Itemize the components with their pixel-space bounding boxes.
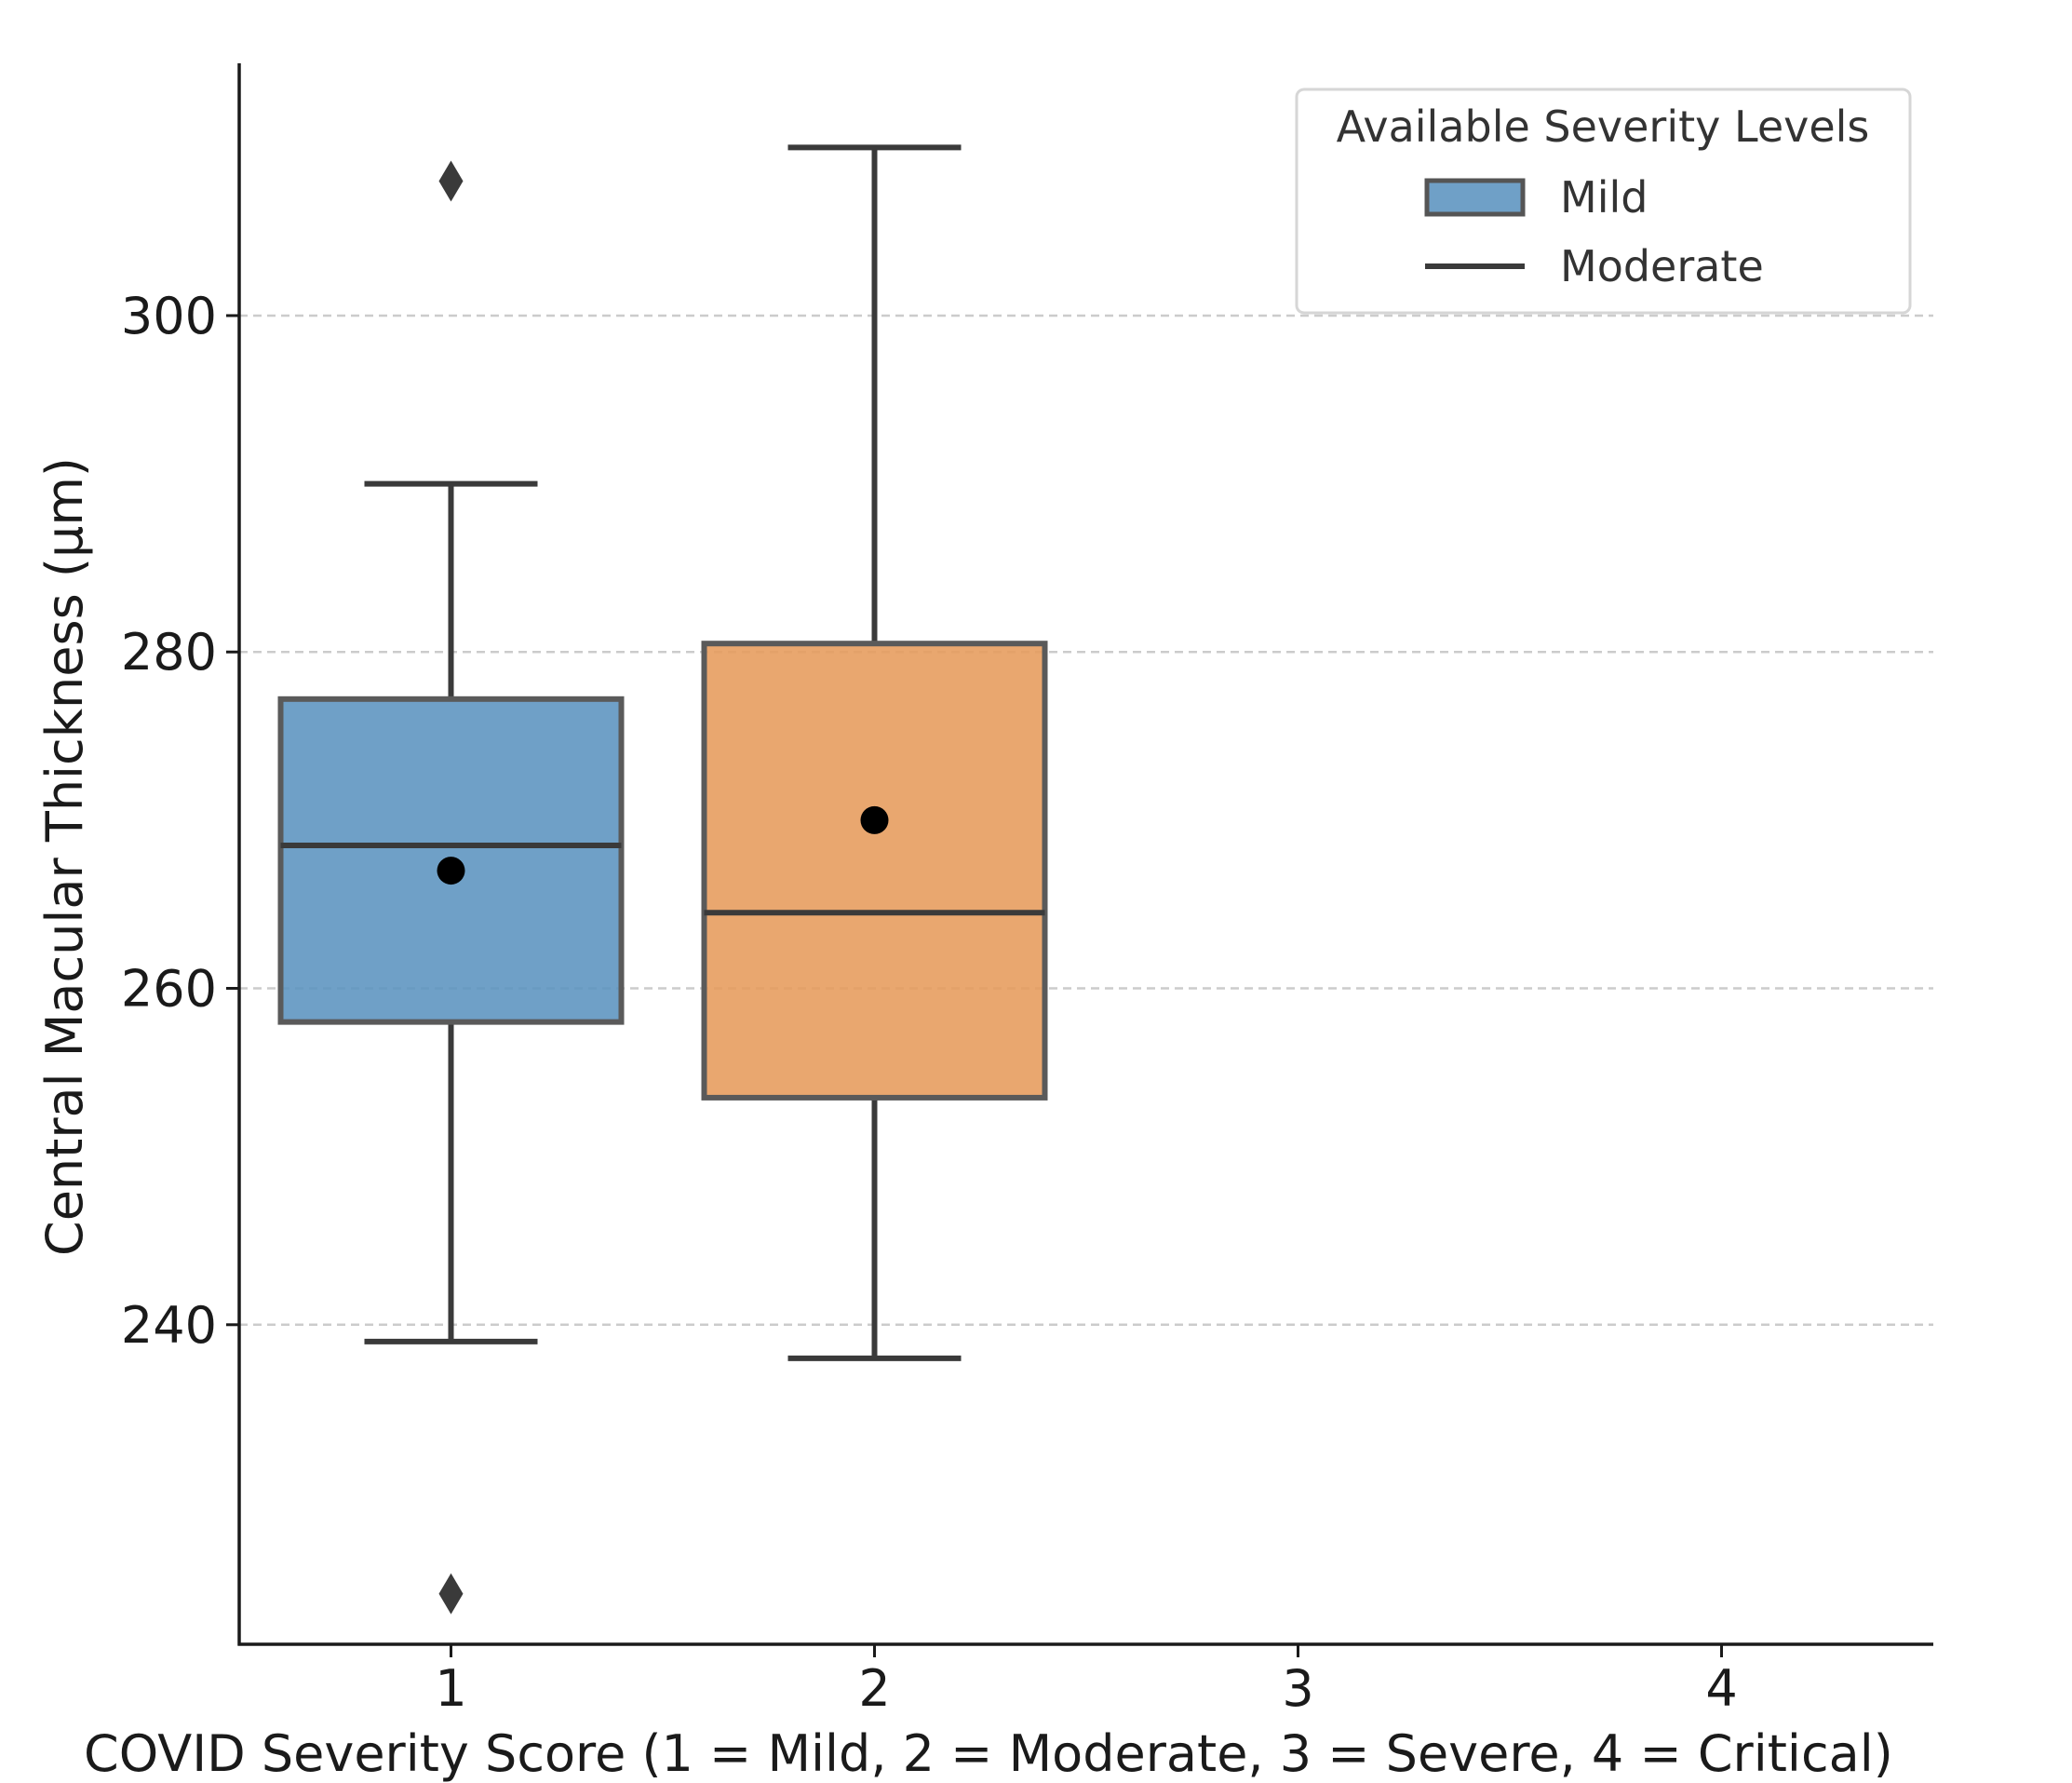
y-tick-label-260: 260 [121,960,217,1019]
axes: 240 260 280 300 1 2 3 4 [121,63,1933,1718]
x-axis-title: COVID Severity Score (1 = Mild, 2 = Mode… [84,1724,1893,1783]
y-axis-title: Central Macular Thickness (μm) [35,457,94,1256]
y-tick-label-240: 240 [121,1296,217,1355]
outlier-mild-0 [438,160,464,202]
mean-marker-mild [437,857,465,885]
x-tick-label-3: 3 [1282,1659,1313,1718]
legend-label-mild: Mild [1560,172,1648,223]
legend-label-moderate: Moderate [1560,241,1764,291]
outlier-mild-1 [438,1573,464,1614]
box-series [277,144,1048,1614]
legend: Available Severity Levels Mild Moderate [1295,88,1912,315]
mean-marker-moderate [860,805,889,834]
x-tick-label-1: 1 [435,1659,466,1718]
y-tick-label-300: 300 [121,287,217,345]
box-moderate [701,641,1048,1101]
legend-frame [1295,88,1912,315]
legend-swatch-mild [1424,178,1526,217]
x-tick-label-4: 4 [1705,1659,1737,1718]
legend-title: Available Severity Levels [1337,101,1870,152]
y-tick-label-280: 280 [121,623,217,682]
axis-labels: COVID Severity Score (1 = Mild, 2 = Mode… [35,457,1893,1783]
x-tick-label-2: 2 [858,1659,890,1718]
